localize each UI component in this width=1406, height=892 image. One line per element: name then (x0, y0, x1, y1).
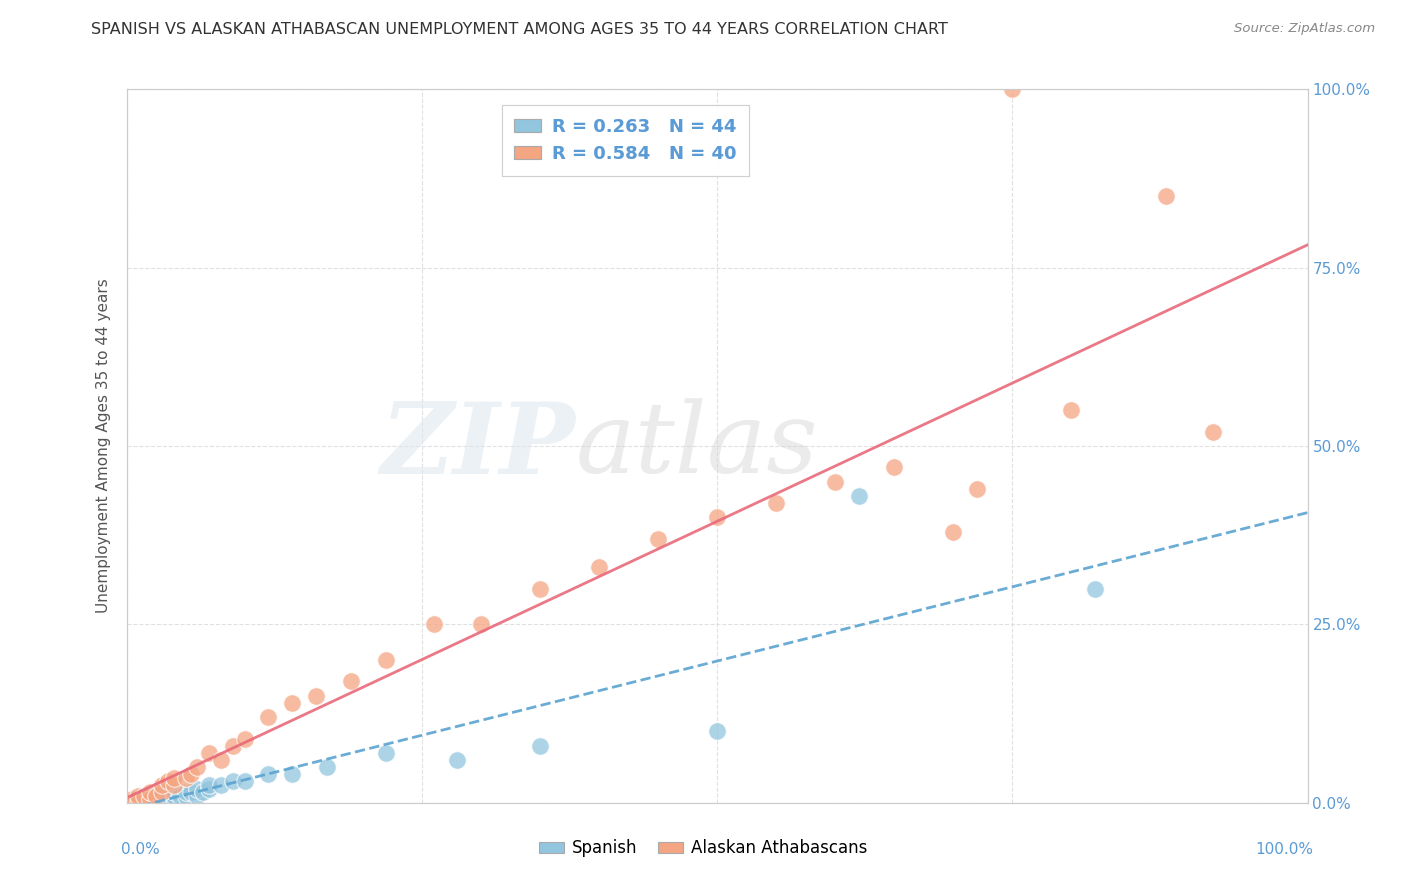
Point (848, 489, 870, 503)
Point (281, 696, 304, 710)
Point (883, 460, 905, 475)
Point (139, 785, 162, 799)
Point (150, 785, 173, 799)
Point (233, 774, 256, 789)
Text: Source: ZipAtlas.com: Source: ZipAtlas.com (1234, 22, 1375, 36)
Point (588, 560, 610, 574)
Point (115, 796, 138, 810)
Point (121, 796, 143, 810)
Point (304, 689, 326, 703)
Point (139, 796, 162, 810)
Point (529, 582, 551, 596)
Legend: Spanish, Alaskan Athabascans: Spanish, Alaskan Athabascans (531, 833, 875, 864)
Point (966, 482, 988, 496)
Point (150, 792, 173, 806)
Point (1060, 403, 1083, 417)
Point (209, 778, 232, 792)
Point (145, 792, 167, 806)
Point (193, 785, 215, 799)
Point (340, 674, 363, 689)
Point (163, 796, 186, 810)
Point (198, 746, 221, 760)
Point (180, 785, 202, 799)
Point (163, 792, 186, 806)
Point (156, 789, 179, 803)
Point (163, 789, 186, 803)
Point (706, 724, 728, 739)
Point (186, 781, 208, 796)
Point (1154, 189, 1177, 203)
Point (209, 753, 232, 767)
Point (422, 617, 444, 632)
Point (134, 796, 156, 810)
Point (145, 796, 167, 810)
Point (163, 778, 186, 792)
Point (233, 731, 256, 746)
Point (529, 739, 551, 753)
Text: 0.0%: 0.0% (121, 842, 159, 857)
Point (446, 753, 468, 767)
Point (139, 792, 162, 806)
Point (180, 767, 202, 781)
Point (156, 792, 179, 806)
Point (257, 767, 280, 781)
Point (134, 789, 156, 803)
Point (115, 796, 138, 810)
Point (470, 617, 492, 632)
Point (127, 789, 149, 803)
Point (150, 778, 173, 792)
Point (186, 760, 208, 774)
Point (222, 739, 245, 753)
Point (127, 792, 149, 806)
Point (222, 774, 245, 789)
Point (121, 792, 143, 806)
Point (824, 475, 846, 489)
Text: SPANISH VS ALASKAN ATHABASCAN UNEMPLOYMENT AMONG AGES 35 TO 44 YEARS CORRELATION: SPANISH VS ALASKAN ATHABASCAN UNEMPLOYME… (91, 22, 948, 37)
Point (139, 796, 162, 810)
Point (316, 760, 339, 774)
Point (375, 746, 398, 760)
Point (163, 785, 186, 799)
Point (150, 789, 173, 803)
Point (150, 789, 173, 803)
Point (145, 789, 167, 803)
Point (139, 789, 162, 803)
Point (163, 771, 186, 785)
Point (127, 796, 149, 810)
Point (765, 496, 787, 510)
Point (1084, 582, 1107, 596)
Point (174, 789, 197, 803)
Point (647, 532, 669, 546)
Point (1001, 82, 1024, 96)
Point (186, 789, 208, 803)
Point (156, 774, 179, 789)
Point (174, 785, 197, 799)
Point (706, 510, 728, 524)
Text: ZIP: ZIP (381, 398, 575, 494)
Point (127, 796, 149, 810)
Point (169, 789, 191, 803)
Text: atlas: atlas (575, 399, 818, 493)
Point (150, 796, 173, 810)
Legend: R = 0.263   N = 44, R = 0.584   N = 40: R = 0.263 N = 44, R = 0.584 N = 40 (502, 105, 749, 176)
Point (375, 653, 398, 667)
Point (281, 767, 304, 781)
Point (942, 524, 965, 539)
Point (174, 771, 197, 785)
Point (198, 781, 221, 796)
Text: 100.0%: 100.0% (1256, 842, 1313, 857)
Point (139, 792, 162, 806)
Point (127, 796, 149, 810)
Y-axis label: Unemployment Among Ages 35 to 44 years: Unemployment Among Ages 35 to 44 years (96, 278, 111, 614)
Point (198, 778, 221, 792)
Point (257, 710, 280, 724)
Point (150, 796, 173, 810)
Point (1202, 425, 1225, 439)
